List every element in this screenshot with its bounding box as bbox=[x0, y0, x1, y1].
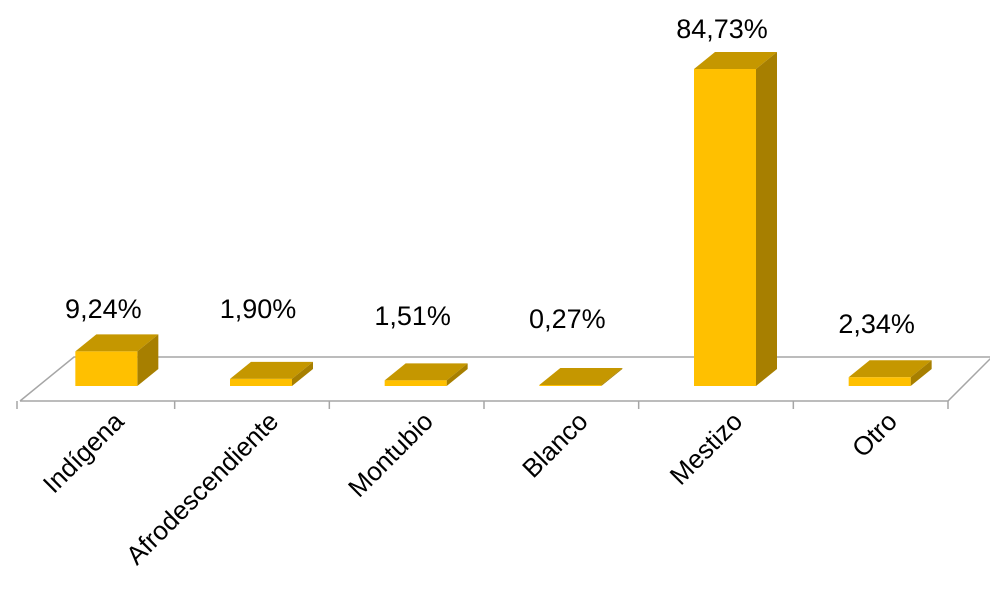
bar-side-face bbox=[137, 334, 159, 386]
bar-montubio bbox=[384, 363, 468, 386]
bar-front-face bbox=[75, 351, 138, 386]
data-label: 0,27% bbox=[529, 304, 606, 334]
bar-side-face bbox=[292, 361, 313, 386]
data-label: 1,51% bbox=[374, 301, 451, 331]
bar-top-face bbox=[694, 52, 777, 70]
bar-side-face bbox=[446, 363, 468, 386]
chart-floor bbox=[16, 356, 990, 409]
bar-top-face bbox=[384, 363, 468, 381]
bar-blanco bbox=[539, 367, 623, 386]
bar-front-face bbox=[848, 377, 911, 386]
data-label: 9,24% bbox=[65, 294, 142, 324]
category-label: Afrodescendiente bbox=[120, 406, 284, 570]
bar-side-face bbox=[756, 52, 777, 386]
category-label: Blanco bbox=[516, 406, 593, 483]
bar-side-face bbox=[910, 360, 932, 386]
bar-front-face bbox=[539, 384, 602, 386]
data-labels-group: 9,24% 1,90% 1,51% 0,27% 84,73% 2,34% bbox=[65, 14, 915, 339]
category-label: Otro bbox=[846, 406, 903, 463]
bar-mestizo bbox=[694, 52, 777, 386]
floor-outline bbox=[19, 356, 990, 402]
category-label: Indígena bbox=[37, 406, 130, 499]
bars-group bbox=[75, 52, 932, 386]
bar-front-face bbox=[694, 69, 756, 386]
data-label: 84,73% bbox=[676, 14, 768, 44]
bar-indígena bbox=[75, 334, 159, 386]
bar-top-face bbox=[75, 334, 159, 352]
bar-top-face bbox=[539, 367, 623, 385]
bar-top-face bbox=[848, 360, 932, 378]
bar-front-face bbox=[230, 378, 292, 386]
bar-side-face bbox=[601, 367, 623, 386]
data-label: 2,34% bbox=[838, 309, 915, 339]
category-label: Montubio bbox=[342, 406, 439, 503]
data-label: 1,90% bbox=[220, 294, 297, 324]
bar-front-face bbox=[384, 380, 447, 386]
bar-top-face bbox=[230, 361, 313, 379]
bar-otro bbox=[848, 360, 932, 386]
bar-afrodescendiente bbox=[230, 361, 313, 386]
category-label: Mestizo bbox=[664, 406, 749, 491]
